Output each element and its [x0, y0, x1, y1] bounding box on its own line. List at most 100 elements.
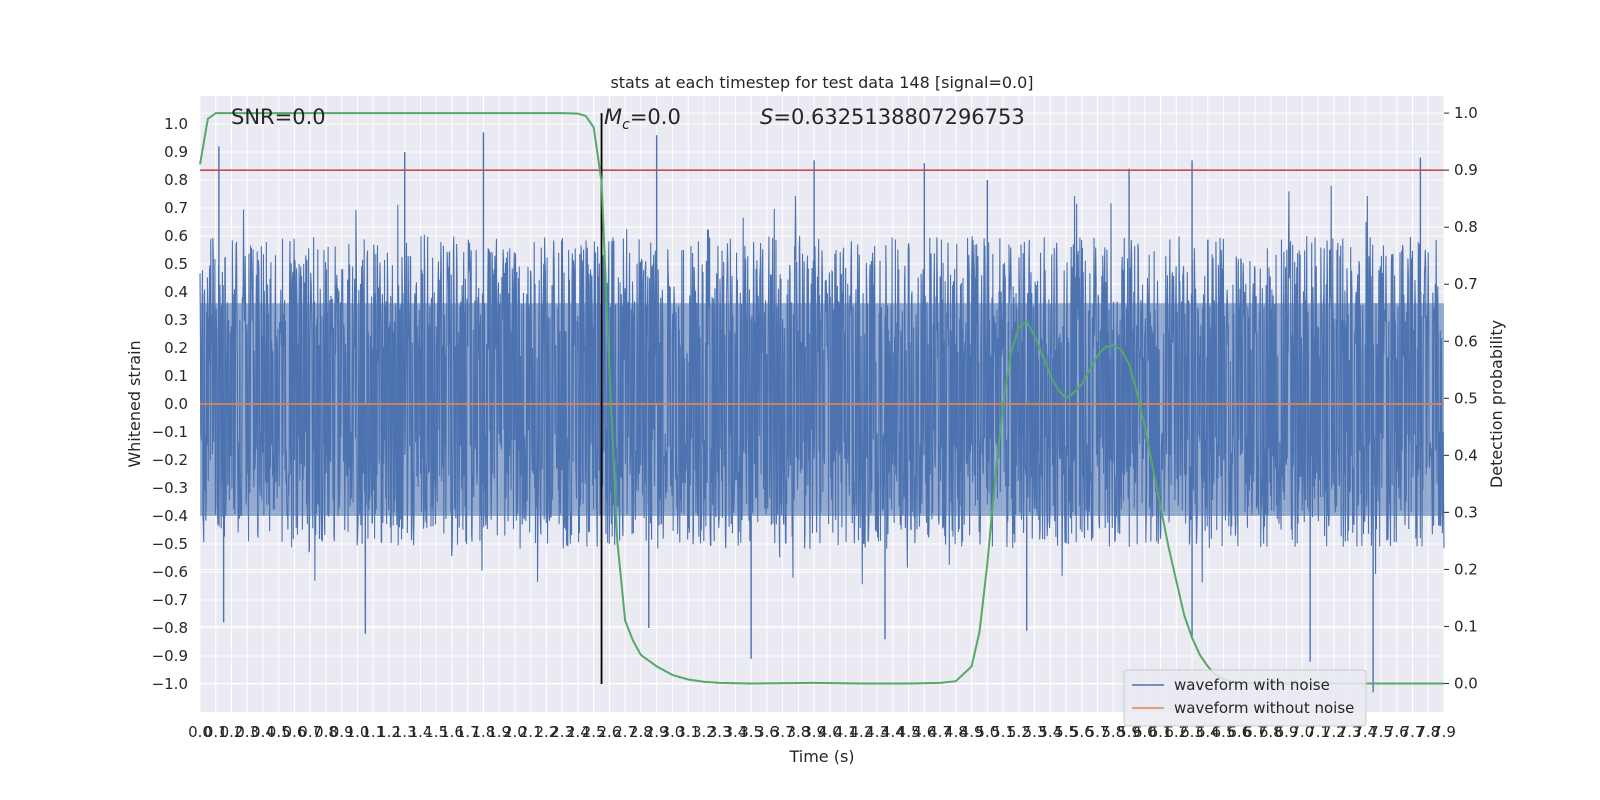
snr-annotation: SNR=0.0 [231, 105, 326, 129]
x-tick-label: 7.9 [1432, 723, 1456, 741]
x-tick-label: 1.8 [472, 723, 496, 741]
right-y-tick-label: 0.2 [1454, 560, 1478, 578]
x-tick-label: 3.0 [660, 723, 684, 741]
left-y-tick-label: 0.7 [164, 199, 188, 217]
left-y-tick-label: −0.6 [152, 563, 188, 581]
x-axis-label: Time (s) [788, 747, 854, 766]
right-y-tick-label: 0.0 [1454, 674, 1478, 692]
x-tick-label: 6.4 [1196, 723, 1220, 741]
x-tick-label: 5.4 [1038, 723, 1062, 741]
x-tick-label: 2.8 [629, 723, 653, 741]
x-tick-label: 4.1 [834, 723, 858, 741]
right-y-tick-label: 0.5 [1454, 389, 1478, 407]
x-tick-label: 4.8 [944, 723, 968, 741]
x-tick-label: 5.8 [1101, 723, 1125, 741]
x-tick-label: 3.5 [739, 723, 763, 741]
x-tick-label: 1.9 [487, 723, 511, 741]
x-tick-label: 7.2 [1322, 723, 1346, 741]
x-tick-label: 7.5 [1369, 723, 1393, 741]
x-tick-label: 6.7 [1243, 723, 1267, 741]
x-tick-label: 0.8 [314, 723, 338, 741]
x-tick-label: 7.7 [1401, 723, 1425, 741]
x-tick-label: 7.0 [1290, 723, 1314, 741]
x-tick-label: 2.9 [645, 723, 669, 741]
legend-box [1123, 669, 1367, 727]
legend: waveform with noise waveform without noi… [1123, 669, 1367, 727]
right-y-tick-label: 0.4 [1454, 446, 1478, 464]
right-y-axis-label: Detection probability [1487, 320, 1506, 488]
right-y-tick-label: 1.0 [1454, 104, 1478, 122]
x-tick-label: 0.5 [267, 723, 291, 741]
mc-subscript: c [622, 117, 630, 133]
left-y-tick-label: −0.7 [152, 591, 188, 609]
x-tick-label: 1.5 [424, 723, 448, 741]
x-tick-label: 6.1 [1149, 723, 1173, 741]
left-y-tick-label: 0.2 [164, 339, 188, 357]
x-tick-label: 1.3 [393, 723, 417, 741]
s-annotation: S=0.6325138807296753 [760, 105, 1025, 129]
chart-title: stats at each timestep for test data 148… [610, 73, 1033, 92]
x-tick-label: 0.1 [204, 723, 228, 741]
x-tick-label: 6.9 [1275, 723, 1299, 741]
right-y-tick-label: 0.3 [1454, 503, 1478, 521]
noisy-waveform-trace [199, 185, 1445, 585]
x-tick-label: 1.7 [456, 723, 480, 741]
x-tick-label: 5.6 [1070, 723, 1094, 741]
x-tick-label: 4.6 [912, 723, 936, 741]
left-y-tick-label: 0.4 [164, 283, 188, 301]
x-tick-label: 0.2 [220, 723, 244, 741]
x-tick-label: 7.1 [1306, 723, 1330, 741]
x-tick-label: 3.2 [692, 723, 716, 741]
x-tick-label: 6.3 [1180, 723, 1204, 741]
x-tick-label: 7.8 [1416, 723, 1440, 741]
x-tick-label: 0.0 [188, 723, 212, 741]
x-tick-label: 4.4 [881, 723, 905, 741]
x-tick-label: 0.4 [251, 723, 275, 741]
left-y-tick-label: 0.1 [164, 367, 188, 385]
left-y-tick-label: −0.8 [152, 619, 188, 637]
x-tick-label: 1.4 [409, 723, 433, 741]
left-y-tick-label: 0.9 [164, 143, 188, 161]
x-tick-label: 5.7 [1086, 723, 1110, 741]
x-tick-label: 3.7 [771, 723, 795, 741]
x-tick-label: 6.0 [1133, 723, 1157, 741]
x-tick-label: 3.9 [802, 723, 826, 741]
x-tick-label: 5.2 [1007, 723, 1031, 741]
x-tick-label: 4.5 [897, 723, 921, 741]
x-tick-label: 2.0 [503, 723, 527, 741]
mc-symbol: M [604, 105, 622, 129]
x-tick-label: 3.4 [723, 723, 747, 741]
x-tick-label: 5.3 [1023, 723, 1047, 741]
x-tick-label: 6.6 [1227, 723, 1251, 741]
right-y-tick-label: 0.9 [1454, 161, 1478, 179]
left-y-tick-label: 0.5 [164, 255, 188, 273]
x-tick-label: 3.6 [755, 723, 779, 741]
legend-label-noisy: waveform with noise [1174, 676, 1330, 694]
x-tick-label: 0.9 [330, 723, 354, 741]
right-y-tick-label: 0.1 [1454, 617, 1478, 635]
x-tick-label: 0.6 [283, 723, 307, 741]
x-tick-label: 2.7 [613, 723, 637, 741]
x-tick-label: 2.4 [566, 723, 590, 741]
mc-value: =0.0 [630, 105, 681, 129]
x-tick-label: 7.4 [1353, 723, 1377, 741]
left-y-tick-label: −0.5 [152, 535, 188, 553]
left-y-tick-label: 0.8 [164, 171, 188, 189]
left-y-tick-label: −0.3 [152, 479, 188, 497]
x-tick-label: 6.8 [1259, 723, 1283, 741]
left-y-tick-label: −1.0 [152, 675, 188, 693]
x-tick-label: 4.7 [928, 723, 952, 741]
x-tick-label: 3.8 [786, 723, 810, 741]
x-tick-label: 0.3 [235, 723, 259, 741]
left-y-tick-label: −0.1 [152, 423, 188, 441]
left-y-tick-label: −0.9 [152, 647, 188, 665]
left-y-tick-label: −0.4 [152, 507, 188, 525]
right-y-tick-labels: 1.0 0.9 0.8 0.7 0.6 0.5 0.4 0.3 0.2 0.1 0.0 [1444, 104, 1478, 692]
x-tick-label: 2.2 [535, 723, 559, 741]
x-tick-label: 5.5 [1054, 723, 1078, 741]
x-tick-label: 1.0 [346, 723, 370, 741]
x-tick-label: 2.3 [550, 723, 574, 741]
x-tick-label: 2.1 [519, 723, 543, 741]
right-y-tick-label: 0.8 [1454, 218, 1478, 236]
